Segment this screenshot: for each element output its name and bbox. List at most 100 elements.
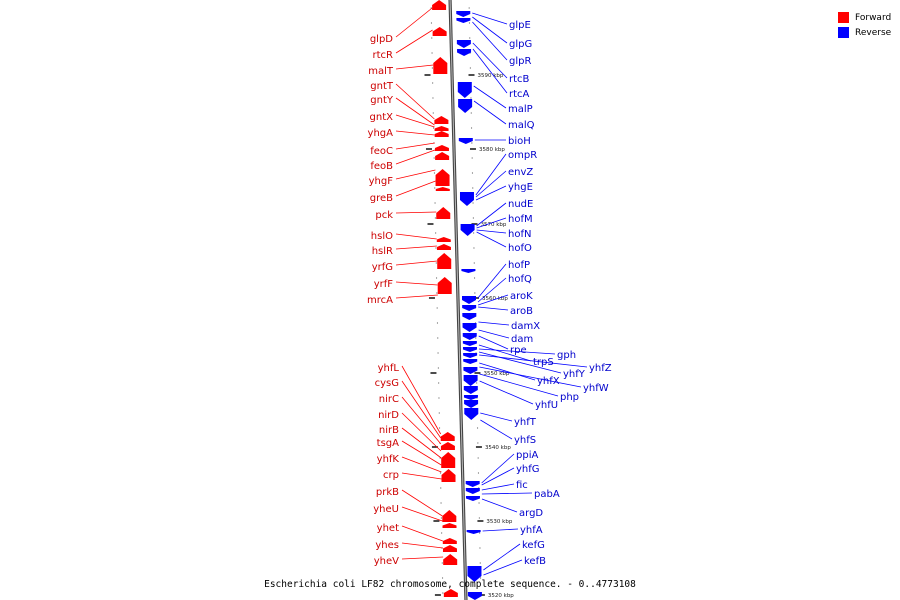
reverse-gene-label[interactable]: yhfG bbox=[516, 464, 540, 475]
forward-gene-label[interactable]: cysG bbox=[375, 378, 399, 389]
forward-gene-label[interactable]: yrfG bbox=[372, 262, 393, 273]
reverse-gene-label[interactable]: rpe bbox=[510, 345, 527, 356]
forward-gene-label[interactable]: nirB bbox=[379, 425, 399, 436]
forward-gene-label[interactable]: nirC bbox=[379, 394, 399, 405]
reverse-gene-label[interactable]: hofO bbox=[508, 243, 532, 254]
minor-tick bbox=[431, 67, 433, 69]
reverse-gene-label[interactable]: yhfY bbox=[563, 369, 586, 380]
forward-gene-label[interactable]: yhgF bbox=[369, 176, 394, 187]
forward-gene-label[interactable]: gntX bbox=[370, 112, 394, 123]
reverse-gene-label[interactable]: glpG bbox=[509, 39, 532, 50]
forward-leader-line bbox=[395, 260, 438, 266]
minor-tick bbox=[433, 157, 435, 159]
forward-gene-label[interactable]: hslO bbox=[371, 231, 393, 242]
reverse-gene-label[interactable]: nudE bbox=[508, 199, 533, 210]
forward-gene-label[interactable]: yhes bbox=[375, 540, 399, 551]
forward-gene-label[interactable]: yheU bbox=[373, 504, 399, 515]
minor-tick bbox=[472, 217, 474, 219]
reverse-leader-line bbox=[472, 21, 508, 61]
forward-gene-glyph bbox=[442, 510, 457, 522]
reverse-leader-line bbox=[481, 453, 515, 484]
reverse-gene-label[interactable]: malP bbox=[508, 104, 533, 115]
reverse-gene-label[interactable]: gph bbox=[557, 350, 576, 361]
forward-leader-line bbox=[395, 180, 436, 197]
reverse-gene-label[interactable]: aroB bbox=[510, 306, 533, 317]
forward-gene-label[interactable]: feoC bbox=[370, 146, 393, 157]
forward-gene-label[interactable]: malT bbox=[368, 66, 394, 77]
reverse-gene-label[interactable]: yhfT bbox=[514, 417, 537, 428]
forward-gene-glyph bbox=[442, 523, 457, 528]
forward-gene-label[interactable]: yheV bbox=[374, 556, 399, 567]
forward-gene-label[interactable]: glpD bbox=[370, 34, 393, 45]
reverse-gene-label[interactable]: damX bbox=[511, 321, 540, 332]
forward-gene-label[interactable]: rtcR bbox=[373, 50, 394, 61]
reverse-gene-label[interactable]: malQ bbox=[508, 120, 535, 131]
forward-gene-label[interactable]: yhfL bbox=[378, 363, 400, 374]
reverse-gene-label[interactable]: yhfA bbox=[520, 525, 543, 536]
reverse-leader-line bbox=[472, 16, 508, 44]
forward-gene-glyph bbox=[434, 126, 449, 131]
reverse-gene-label[interactable]: argD bbox=[519, 508, 543, 519]
reverse-gene-glyph bbox=[460, 224, 475, 236]
reverse-swatch bbox=[838, 27, 849, 38]
reverse-leader-line bbox=[476, 217, 507, 229]
reverse-leader-line bbox=[483, 543, 521, 571]
minor-tick bbox=[438, 382, 440, 384]
reverse-gene-label[interactable]: yhfZ bbox=[589, 363, 612, 374]
minor-tick bbox=[472, 187, 474, 189]
forward-leader-line bbox=[395, 142, 435, 150]
reverse-gene-label[interactable]: yhfX bbox=[537, 376, 560, 387]
reverse-leader-line bbox=[479, 380, 534, 405]
reverse-gene-label[interactable]: trpS bbox=[533, 357, 554, 368]
forward-gene-label[interactable]: yhfK bbox=[377, 454, 400, 465]
reverse-gene-label[interactable]: yhfS bbox=[514, 435, 536, 446]
reverse-gene-glyph bbox=[463, 359, 478, 364]
forward-gene-label[interactable]: mrcA bbox=[367, 295, 393, 306]
reverse-gene-label[interactable]: rtcA bbox=[509, 89, 530, 100]
reverse-gene-label[interactable]: dam bbox=[511, 334, 533, 345]
reverse-gene-label[interactable]: rtcB bbox=[509, 74, 530, 85]
reverse-leader-line bbox=[472, 12, 508, 25]
forward-gene-label[interactable]: feoB bbox=[370, 161, 393, 172]
forward-gene-label[interactable]: pck bbox=[375, 210, 393, 221]
reverse-gene-label[interactable]: glpE bbox=[509, 20, 531, 31]
forward-gene-label[interactable]: yhet bbox=[377, 523, 399, 534]
axis-highlight bbox=[449, 0, 467, 600]
reverse-gene-label[interactable]: kefG bbox=[522, 540, 545, 551]
reverse-gene-label[interactable]: hofN bbox=[508, 229, 531, 240]
forward-gene-label[interactable]: yrfF bbox=[374, 279, 394, 290]
reverse-gene-glyph bbox=[461, 269, 476, 273]
forward-gene-label[interactable]: greB bbox=[370, 193, 393, 204]
reverse-gene-label[interactable]: aroK bbox=[510, 291, 533, 302]
reverse-gene-label[interactable]: bioH bbox=[508, 136, 531, 147]
forward-gene-label[interactable]: crp bbox=[383, 470, 399, 481]
forward-gene-label[interactable]: nirD bbox=[378, 410, 399, 421]
reverse-gene-glyph bbox=[462, 347, 477, 352]
forward-gene-label[interactable]: tsgA bbox=[377, 438, 399, 449]
reverse-gene-label[interactable]: kefB bbox=[524, 556, 546, 567]
gene-glyphs bbox=[432, 0, 482, 600]
reverse-gene-label[interactable]: hofQ bbox=[508, 274, 532, 285]
forward-gene-label[interactable]: hslR bbox=[372, 246, 393, 257]
reverse-gene-label[interactable]: hofP bbox=[508, 260, 530, 271]
minor-tick bbox=[479, 562, 481, 564]
forward-gene-label[interactable]: yhgA bbox=[368, 128, 394, 139]
forward-leader-line bbox=[395, 294, 438, 299]
reverse-gene-label[interactable]: yhgE bbox=[508, 182, 533, 193]
reverse-gene-label[interactable]: ompR bbox=[508, 150, 537, 161]
reverse-gene-label[interactable]: php bbox=[560, 392, 579, 403]
reverse-gene-label[interactable]: hofM bbox=[508, 214, 533, 225]
forward-gene-label[interactable]: prkB bbox=[376, 487, 399, 498]
forward-gene-label[interactable]: gntY bbox=[370, 95, 394, 106]
reverse-gene-label[interactable]: envZ bbox=[508, 167, 533, 178]
forward-gene-glyph bbox=[436, 237, 451, 242]
minor-tick bbox=[438, 397, 440, 399]
reverse-gene-label[interactable]: pabA bbox=[534, 489, 560, 500]
reverse-leader-line bbox=[478, 329, 510, 339]
reverse-gene-label[interactable]: glpR bbox=[509, 56, 531, 67]
reverse-gene-label[interactable]: fic bbox=[516, 480, 528, 491]
reverse-gene-label[interactable]: yhfW bbox=[583, 383, 609, 394]
reverse-gene-label[interactable]: ppiA bbox=[516, 450, 538, 461]
reverse-gene-label[interactable]: yhfU bbox=[535, 400, 558, 411]
forward-gene-label[interactable]: gntT bbox=[370, 81, 394, 92]
